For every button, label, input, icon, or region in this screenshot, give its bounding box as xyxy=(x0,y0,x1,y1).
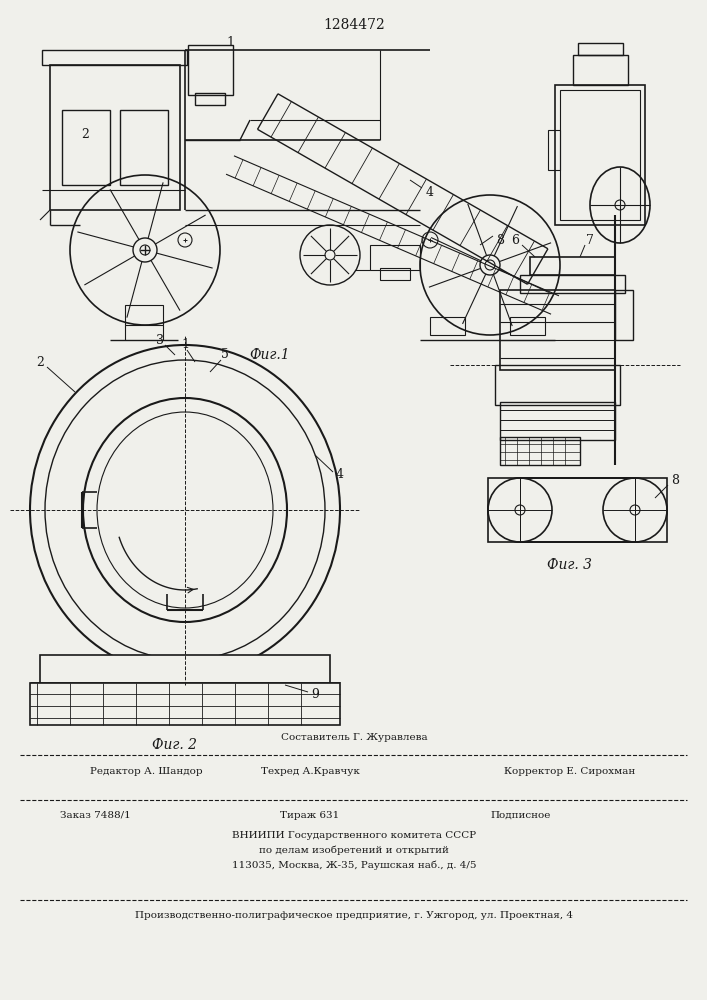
Bar xyxy=(560,90,640,220)
Bar xyxy=(555,85,645,225)
Bar xyxy=(500,290,615,370)
Bar xyxy=(195,93,225,105)
Bar xyxy=(495,365,620,405)
Bar xyxy=(30,683,340,725)
Bar xyxy=(530,257,615,275)
Bar xyxy=(370,245,420,270)
Text: 8: 8 xyxy=(496,233,504,246)
Text: Корректор Е. Сирохман: Корректор Е. Сирохман xyxy=(504,768,636,776)
Text: 1: 1 xyxy=(226,35,234,48)
Text: 8: 8 xyxy=(671,474,679,487)
Bar xyxy=(520,275,625,293)
Bar xyxy=(62,110,110,185)
Circle shape xyxy=(140,245,150,255)
Bar xyxy=(488,478,667,542)
Text: 6: 6 xyxy=(511,233,519,246)
Bar xyxy=(573,55,628,85)
Text: Заказ 7488/1: Заказ 7488/1 xyxy=(60,810,131,820)
Text: 113035, Москва, Ж-35, Раушская наб., д. 4/5: 113035, Москва, Ж-35, Раушская наб., д. … xyxy=(232,860,477,870)
Text: Составитель Г. Журавлева: Составитель Г. Журавлева xyxy=(281,732,427,742)
Bar xyxy=(500,437,580,465)
Text: 3: 3 xyxy=(156,334,164,347)
Text: 7: 7 xyxy=(586,233,594,246)
Bar xyxy=(40,655,330,685)
Circle shape xyxy=(485,260,495,270)
Bar xyxy=(42,50,187,65)
Bar xyxy=(500,402,615,440)
Bar xyxy=(510,317,545,335)
Text: 1: 1 xyxy=(181,338,189,352)
Text: Производственно-полиграфическое предприятие, г. Ужгород, ул. Проектная, 4: Производственно-полиграфическое предприя… xyxy=(135,910,573,920)
Bar xyxy=(50,65,180,210)
Text: ВНИИПИ Государственного комитета СССР: ВНИИПИ Государственного комитета СССР xyxy=(232,830,476,840)
Text: по делам изобретений и открытий: по делам изобретений и открытий xyxy=(259,845,449,855)
Bar xyxy=(578,43,623,55)
Text: Подписное: Подписное xyxy=(490,810,550,820)
Text: Редактор А. Шандор: Редактор А. Шандор xyxy=(90,768,203,776)
Text: 1284472: 1284472 xyxy=(323,18,385,32)
Bar xyxy=(380,268,410,280)
Bar xyxy=(188,45,233,95)
Text: 9: 9 xyxy=(311,688,319,702)
Text: Тираж 631: Тираж 631 xyxy=(280,810,339,820)
Text: 5: 5 xyxy=(221,349,229,361)
Text: 4: 4 xyxy=(336,468,344,482)
Bar xyxy=(548,130,560,170)
Bar xyxy=(430,317,465,335)
Text: 2: 2 xyxy=(81,128,89,141)
Text: 4: 4 xyxy=(426,186,434,198)
Bar xyxy=(615,290,633,340)
Text: Фиг.1: Фиг.1 xyxy=(250,348,291,362)
Text: Техред А.Кравчук: Техред А.Кравчук xyxy=(261,768,359,776)
Bar xyxy=(125,305,163,325)
Text: Фиг. 2: Фиг. 2 xyxy=(153,738,197,752)
Text: 2: 2 xyxy=(36,356,44,368)
Text: Фиг. 3: Фиг. 3 xyxy=(547,558,592,572)
Bar xyxy=(120,110,168,185)
